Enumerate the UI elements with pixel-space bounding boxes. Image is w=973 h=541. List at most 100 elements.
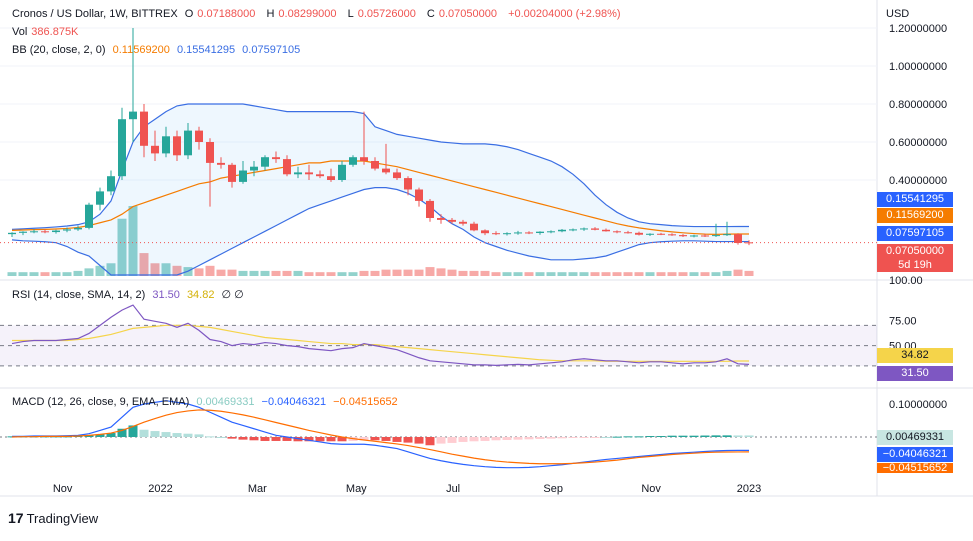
macd-hist-bar	[711, 435, 721, 437]
volume-bar	[128, 206, 138, 276]
volume-bar	[480, 270, 490, 276]
macd-value: −0.04046321	[261, 396, 327, 408]
ohlc-change: +0.00204000 (+2.98%)	[508, 8, 621, 20]
volume-bar	[403, 269, 413, 276]
candle-body	[635, 232, 643, 235]
volume-bar	[315, 272, 325, 276]
candle-body	[305, 172, 313, 175]
macd-hist-bar	[392, 437, 402, 442]
macd-hist-bar	[414, 437, 424, 444]
last-price-label: 0.07050000 5d 19h	[877, 244, 953, 272]
macd-hist-bar	[370, 437, 380, 441]
volume-bar	[282, 270, 292, 276]
macd-hist-bar	[524, 437, 534, 440]
volume-bar	[139, 253, 149, 276]
candle-body	[514, 232, 522, 234]
bb-legend: BB (20, close, 2, 0) 0.11569200 0.155412…	[12, 44, 301, 56]
candle-body	[712, 235, 720, 237]
macd-hist-bar	[645, 436, 655, 438]
macd-hist-bar	[403, 437, 413, 443]
x-tick-label: Nov	[641, 483, 661, 495]
macd-hist-bar	[722, 435, 732, 437]
candle-body	[503, 233, 511, 235]
macd-hist-bar	[172, 433, 182, 437]
volume-bar	[469, 270, 479, 276]
tradingview-logo[interactable]: 17 TradingView	[8, 510, 99, 526]
macd-label: −0.04046321	[877, 447, 953, 462]
candle-body	[470, 223, 478, 231]
volume-bar	[546, 272, 556, 276]
candle-body	[173, 136, 181, 156]
price-legend: Cronos / US Dollar, 1W, BITTREX O 0.07188…	[12, 8, 625, 20]
volume-bar	[249, 270, 259, 276]
candle-body	[558, 229, 566, 232]
macd-hist-bar	[425, 437, 435, 446]
volume-bar	[590, 272, 600, 276]
candle-body	[437, 218, 445, 220]
macd-hist-value: 0.00469331	[196, 396, 255, 408]
candle-body	[382, 168, 390, 173]
candle-body	[415, 189, 423, 201]
y-tick-label: 0.40000000	[889, 175, 947, 187]
rsi-sma-label: 34.82	[877, 348, 953, 363]
volume-bar	[84, 268, 94, 276]
macd-hist-bar	[513, 437, 523, 440]
volume-bar	[612, 272, 622, 276]
macd-hist-bar	[381, 437, 391, 441]
candle-body	[195, 130, 203, 142]
volume-bar	[205, 265, 215, 276]
volume-bar	[51, 272, 61, 276]
volume-bar	[238, 270, 248, 276]
candle-body	[360, 157, 368, 161]
ohlc-low: L 0.05726000	[347, 8, 416, 20]
macd-hist-bar	[205, 436, 215, 438]
volume-bar	[95, 265, 105, 276]
candle-body	[723, 234, 731, 236]
volume-bar	[667, 272, 677, 276]
macd-hist-bar	[700, 435, 710, 437]
volume-bar	[29, 272, 39, 276]
macd-hist-bar	[194, 434, 204, 437]
macd-hist-bar	[678, 435, 688, 437]
bb-upper-line	[11, 103, 749, 230]
candle-body	[250, 166, 258, 171]
rsi-line	[11, 304, 750, 366]
macd-hist-bar	[315, 437, 325, 442]
candle-body	[624, 232, 632, 234]
volume-bar	[194, 268, 204, 276]
volume-value: 386.875K	[31, 26, 79, 38]
volume-bar	[447, 269, 457, 276]
macd-hist-bar	[667, 435, 677, 437]
volume-bar	[40, 272, 50, 276]
macd-hist-bar	[689, 435, 699, 437]
volume-bar	[711, 272, 721, 276]
candle-body	[85, 204, 93, 228]
candle-body	[338, 164, 346, 180]
candle-body	[129, 111, 137, 120]
y-tick-label: 1.00000000	[889, 61, 947, 73]
macd-hist-bar	[216, 437, 226, 438]
candle-body	[316, 174, 324, 177]
volume-bar	[744, 270, 754, 276]
rsi-sma-value: 34.82	[186, 289, 215, 301]
candle-body	[536, 231, 544, 234]
volume-bar	[535, 272, 545, 276]
volume-bar	[172, 265, 182, 276]
candle-body	[261, 157, 269, 167]
macd-hist-bar	[579, 437, 589, 438]
candle-body	[492, 233, 500, 235]
candle-body	[657, 233, 665, 235]
macd-hist-bar	[282, 437, 292, 441]
macd-hist-bar	[84, 435, 94, 437]
candle-body	[690, 235, 698, 237]
volume-bar	[227, 269, 237, 276]
candle-body	[525, 232, 533, 234]
bb-basis-line	[11, 160, 749, 235]
candle-body	[228, 164, 236, 182]
volume-bar	[491, 272, 501, 276]
candle-body	[448, 219, 456, 222]
volume-bar	[326, 272, 336, 276]
candle-body	[679, 235, 687, 237]
